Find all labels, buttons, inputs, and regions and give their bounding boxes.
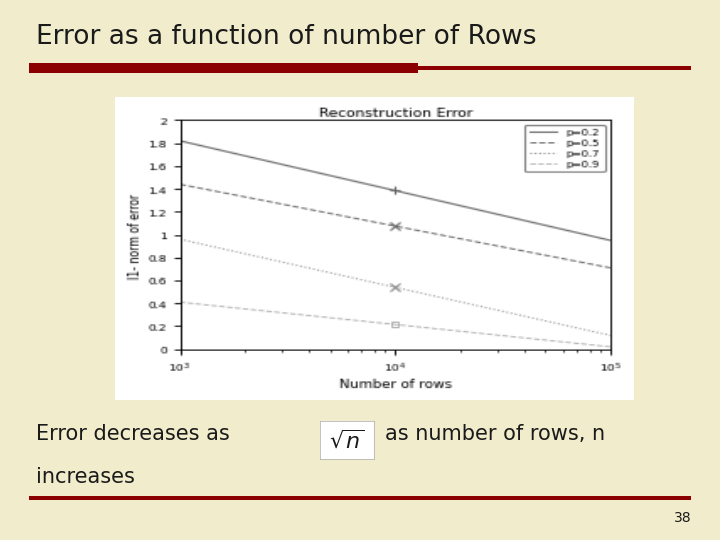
Text: Error decreases as: Error decreases as [36,424,230,444]
Text: $\sqrt{n}$: $\sqrt{n}$ [330,429,365,451]
Text: as number of rows, n: as number of rows, n [385,424,606,444]
Bar [115,97,634,400]
Text: 38: 38 [674,511,691,525]
Text: Error as a function of number of Rows: Error as a function of number of Rows [36,24,536,50]
Text: increases: increases [36,467,135,487]
